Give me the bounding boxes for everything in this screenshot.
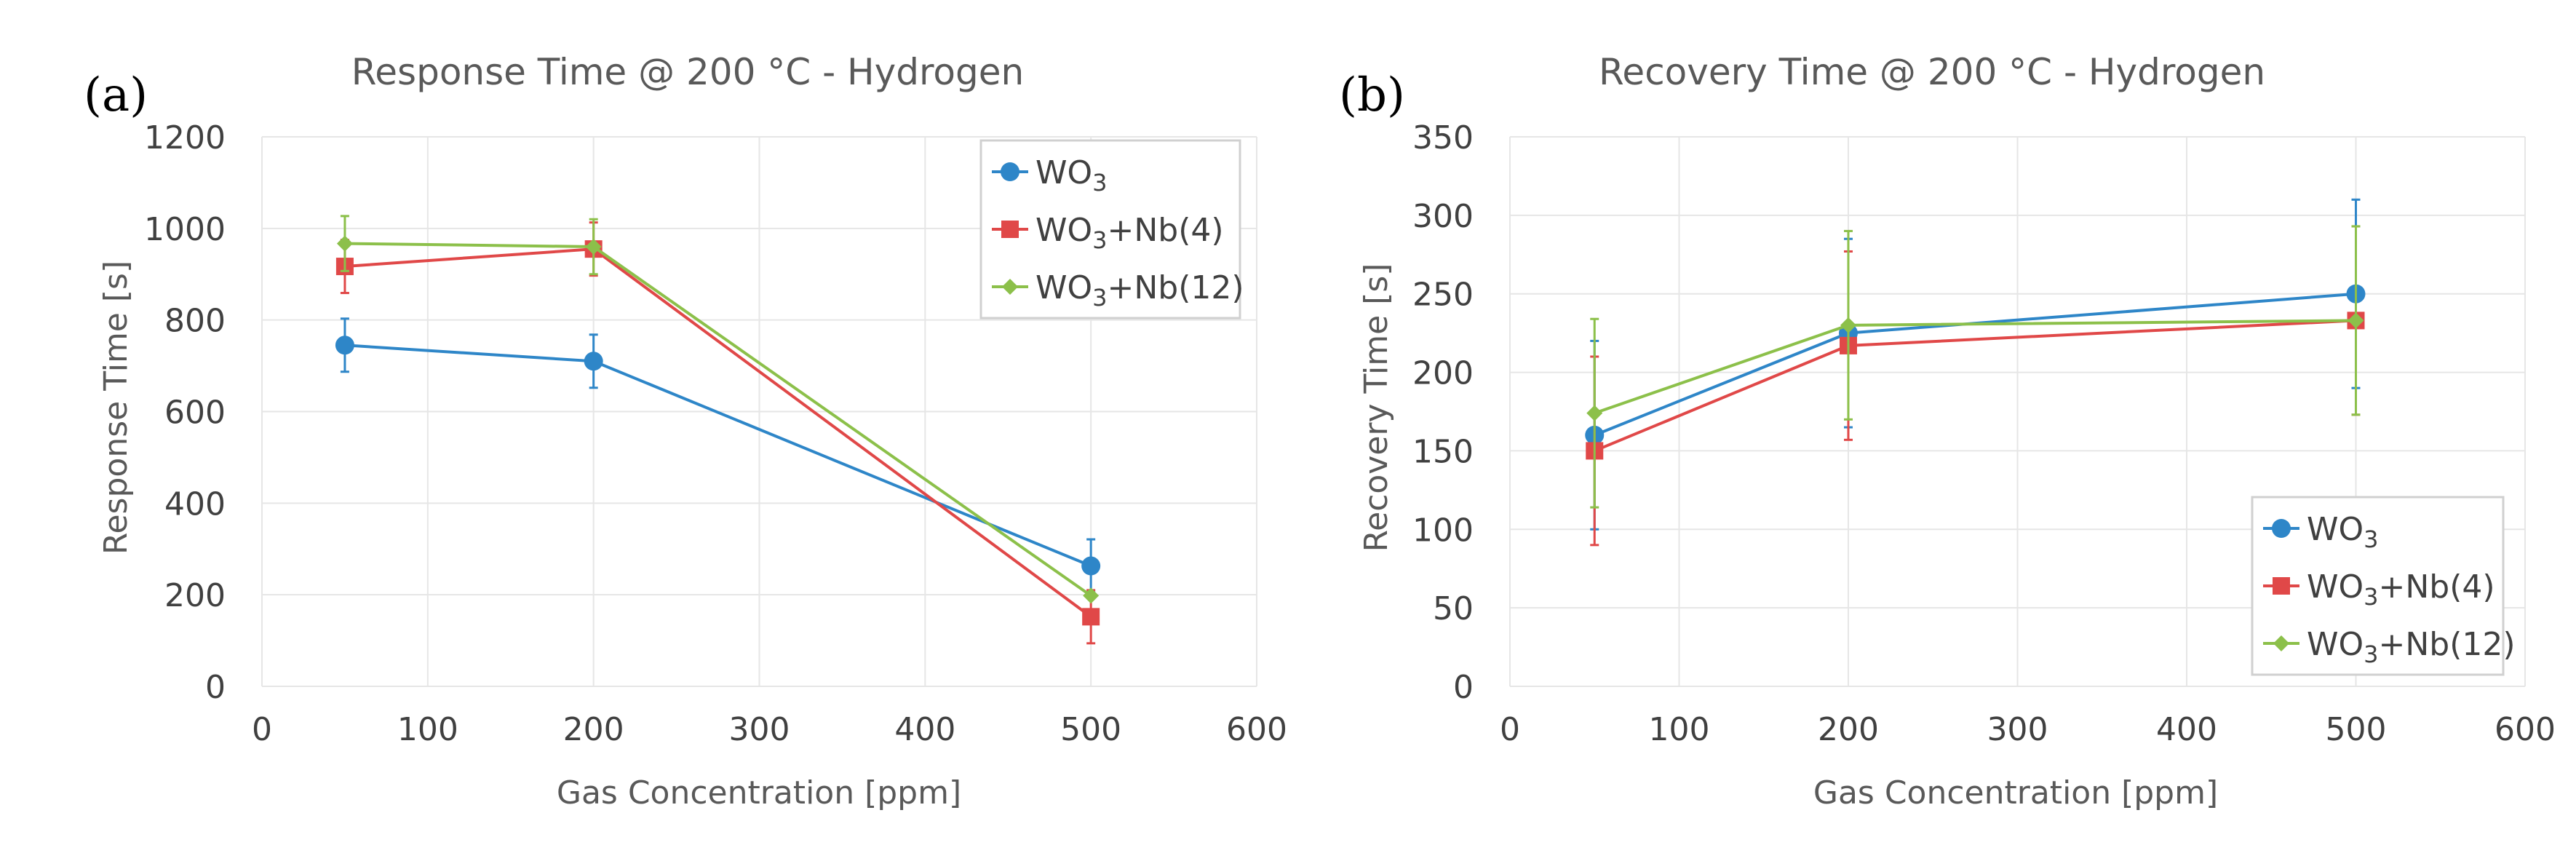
y-tick-label: 350 <box>1412 119 1474 156</box>
legend-label: WO3+Nb(12) <box>1035 269 1244 312</box>
x-tick-label: 600 <box>1226 711 1287 748</box>
x-tick-label: 200 <box>563 711 624 748</box>
series-WO3+Nb(4) <box>1586 225 2365 547</box>
legend-marker <box>1001 221 1019 238</box>
y-tick-label: 100 <box>1412 512 1474 549</box>
y-tick-label: 50 <box>1433 590 1474 627</box>
data-point <box>335 336 354 355</box>
legend: WO3 WO3+Nb(4) WO3+Nb(12) <box>979 139 1244 320</box>
data-point <box>584 352 603 371</box>
data-point <box>1083 587 1100 604</box>
legend-label: WO3+Nb(4) <box>2307 568 2495 611</box>
panel-b-title: Recovery Time @ 200 °C - Hydrogen <box>1599 51 2265 93</box>
data-point <box>585 239 602 255</box>
y-tick-label: 1000 <box>144 211 226 248</box>
data-point <box>1082 608 1100 626</box>
panel-a-plot: 0 100 200 300 400 500 600 0 200 400 600 800 1000 1200… <box>144 119 1287 748</box>
legend-marker <box>1001 162 1019 181</box>
data-point <box>1840 317 1856 333</box>
legend-label: WO3 <box>2307 511 2379 553</box>
panel-b-y-axis-label: Recovery Time [s] <box>1358 263 1395 552</box>
series-WO3+Nb(12) <box>1586 225 2364 509</box>
panel-b-label: (b) <box>1339 68 1405 122</box>
legend-label: WO3+Nb(12) <box>2307 626 2516 668</box>
x-tick-label: 300 <box>1987 711 2048 748</box>
x-tick-label: 500 <box>1060 711 1121 748</box>
series-line <box>344 242 1092 598</box>
x-tick-label: 0 <box>1500 711 1520 748</box>
x-tick-label: 0 <box>252 711 272 748</box>
data-point <box>2348 312 2364 329</box>
series-line <box>1594 319 2356 415</box>
legend-marker <box>1002 279 1018 295</box>
legend-marker <box>2273 635 2289 651</box>
panel-a-x-axis-label: Gas Concentration [ppm] <box>557 774 961 812</box>
y-tick-label: 1200 <box>144 119 226 156</box>
y-tick-label: 0 <box>1453 669 1474 706</box>
legend-label: WO3+Nb(4) <box>1035 212 1224 254</box>
x-tick-label: 200 <box>1818 711 1879 748</box>
panel-b-plot: 0 100 200 300 400 500 600 0 50 100 150 200 250 300 350… <box>1412 119 2556 748</box>
legend-label: WO3 <box>1035 154 1108 197</box>
data-point <box>1586 405 1603 421</box>
panel-a-title: Response Time @ 200 °C - Hydrogen <box>351 51 1024 93</box>
series-WO3 <box>1585 198 2366 531</box>
x-tick-label: 400 <box>894 711 955 748</box>
x-tick-label: 100 <box>397 711 458 748</box>
y-tick-label: 800 <box>164 303 226 340</box>
series-line <box>344 247 1092 618</box>
x-tick-label: 100 <box>1649 711 1710 748</box>
series-WO3+Nb(12) <box>336 215 1100 604</box>
legend: WO3 WO3+Nb(4) WO3+Nb(12) <box>2251 496 2516 676</box>
y-tick-label: 250 <box>1412 277 1474 314</box>
data-point <box>1081 556 1101 576</box>
data-point <box>336 235 353 252</box>
y-tick-label: 600 <box>164 394 226 432</box>
x-tick-label: 500 <box>2326 711 2387 748</box>
legend-marker <box>2273 577 2290 595</box>
y-tick-label: 200 <box>164 577 226 614</box>
series-WO3 <box>335 317 1101 594</box>
panel-b-x-axis-label: Gas Concentration [ppm] <box>1813 774 2218 812</box>
x-tick-label: 400 <box>2156 711 2217 748</box>
series-line <box>1594 292 2356 437</box>
legend-marker <box>2272 519 2291 538</box>
y-tick-label: 400 <box>164 485 226 523</box>
x-tick-label: 600 <box>2494 711 2556 748</box>
x-tick-label: 300 <box>729 711 790 748</box>
panel-a-y-axis-label: Response Time [s] <box>98 261 135 555</box>
y-tick-label: 200 <box>1412 355 1474 392</box>
panel-a-label: (a) <box>84 68 148 122</box>
y-tick-label: 150 <box>1412 433 1474 470</box>
y-tick-label: 0 <box>205 669 226 706</box>
y-tick-label: 300 <box>1412 198 1474 235</box>
series-line <box>1594 319 2356 453</box>
